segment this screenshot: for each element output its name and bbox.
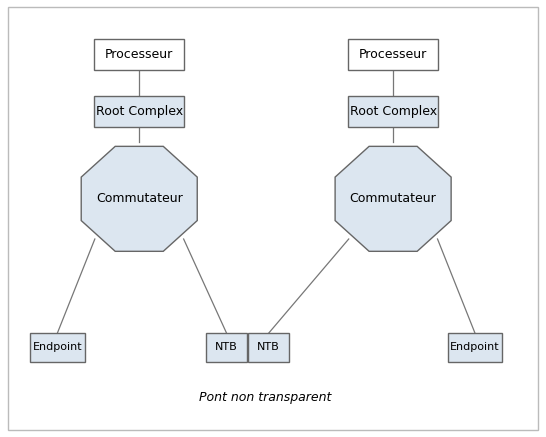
Text: Root Complex: Root Complex	[349, 105, 437, 118]
FancyBboxPatch shape	[94, 39, 185, 70]
Text: NTB: NTB	[257, 343, 280, 352]
FancyBboxPatch shape	[348, 96, 438, 127]
FancyBboxPatch shape	[448, 333, 502, 362]
FancyBboxPatch shape	[248, 333, 289, 362]
Text: Endpoint: Endpoint	[450, 343, 500, 352]
Text: Endpoint: Endpoint	[33, 343, 82, 352]
Polygon shape	[335, 146, 451, 251]
Polygon shape	[81, 146, 197, 251]
FancyBboxPatch shape	[94, 96, 185, 127]
Text: Commutateur: Commutateur	[96, 192, 182, 205]
Text: Processeur: Processeur	[105, 48, 174, 61]
Text: Root Complex: Root Complex	[96, 105, 183, 118]
Text: Pont non transparent: Pont non transparent	[199, 391, 331, 404]
FancyBboxPatch shape	[348, 39, 438, 70]
Text: NTB: NTB	[215, 343, 238, 352]
Text: Commutateur: Commutateur	[350, 192, 436, 205]
FancyBboxPatch shape	[206, 333, 247, 362]
Text: Processeur: Processeur	[359, 48, 427, 61]
FancyBboxPatch shape	[30, 333, 85, 362]
